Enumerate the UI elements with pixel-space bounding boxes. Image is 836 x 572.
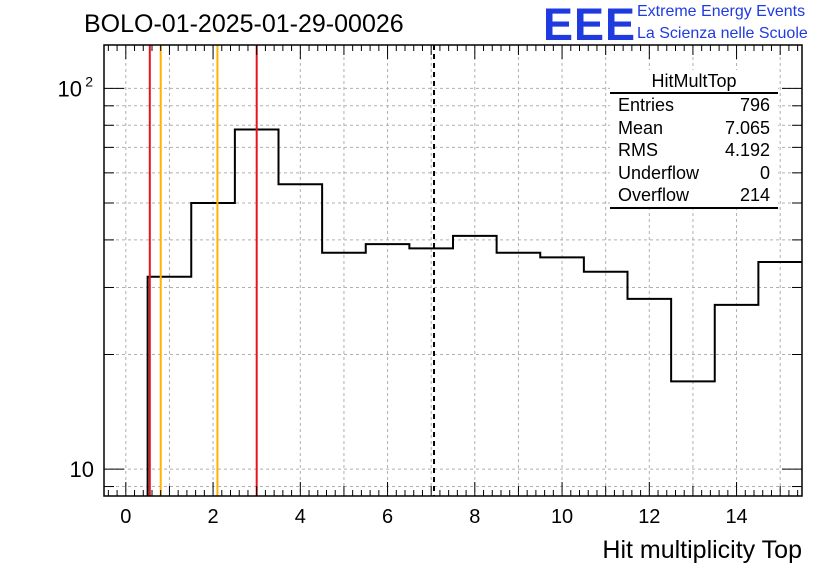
y-tick-label-exponent: 2 (85, 73, 93, 89)
stats-value: 4.192 (724, 140, 770, 161)
x-tick-label: 14 (725, 506, 747, 528)
stats-label: Overflow (618, 185, 690, 206)
logo-line-2: La Scienza nelle Scuole (637, 25, 808, 42)
stats-label: Underflow (618, 162, 700, 183)
y-tick-label: 10 (70, 457, 94, 482)
stats-value: 7.065 (724, 117, 770, 138)
stats-label: RMS (618, 140, 658, 161)
y-tick-label: 10 (58, 76, 82, 101)
stats-row-rms: RMS 4.192 (610, 139, 778, 162)
x-tick-label: 10 (551, 506, 573, 528)
stats-label: Mean (618, 117, 664, 138)
x-axis-label: Hit multiplicity Top (602, 536, 802, 564)
logo-line-1: Extreme Energy Events (637, 3, 806, 20)
stats-title: HitMultTop (610, 70, 778, 94)
eee-logo: EEE (543, 0, 637, 50)
stats-row-mean: Mean 7.065 (610, 117, 778, 140)
chart-title: BOLO-01-2025-01-29-00026 (84, 10, 404, 38)
x-tick-label: 8 (469, 506, 480, 528)
plot-frame (103, 44, 803, 497)
x-tick-label: 6 (382, 506, 393, 528)
x-tick-label: 2 (208, 506, 219, 528)
x-tick-label: 12 (638, 506, 660, 528)
stats-value: 796 (739, 95, 770, 115)
stats-row-overflow: Overflow 214 (610, 184, 778, 207)
stats-row-underflow: Underflow 0 (610, 162, 778, 185)
stats-value: 0 (759, 162, 770, 183)
stats-row-entries: Entries 796 (610, 94, 778, 117)
x-tick-label: 4 (295, 506, 306, 528)
histogram-outline (146, 128, 802, 496)
stats-label: Entries (618, 95, 675, 115)
stats-box: HitMultTop Entries 796 Mean 7.065 RMS 4.192 Un… (610, 70, 778, 209)
stats-value: 214 (739, 185, 770, 206)
x-tick-label: 0 (120, 506, 131, 528)
